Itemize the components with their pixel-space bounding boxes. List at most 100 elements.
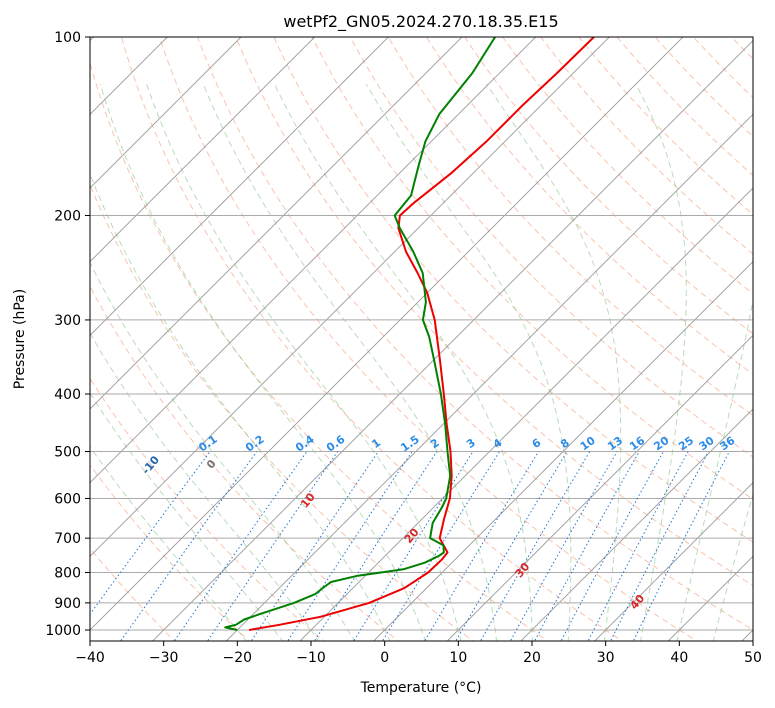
mixing-ratio-label: 25 xyxy=(676,434,696,453)
dry-adiabat-line xyxy=(540,37,753,255)
dry-adiabat-line xyxy=(120,37,624,641)
moist-adiabat-line xyxy=(273,83,533,641)
x-tick-label: −10 xyxy=(296,650,326,666)
isotherm-line xyxy=(90,37,242,189)
background-lines xyxy=(90,24,775,644)
x-tick-label: 50 xyxy=(744,650,762,666)
mixing-ratio-line xyxy=(313,451,438,641)
y-tick-label: 400 xyxy=(54,387,81,403)
dry-adiabat-line xyxy=(90,61,549,641)
x-tick-label: −30 xyxy=(149,650,179,666)
mixing-ratio-line xyxy=(560,451,664,641)
dry-adiabat-line xyxy=(425,37,753,375)
y-axis-label: Pressure (hPa) xyxy=(12,289,28,389)
mixing-ratio-line xyxy=(632,451,730,641)
dry-adiabat-line xyxy=(235,37,753,587)
dry-adiabat-label: -10 xyxy=(139,453,162,477)
x-tick-label: −40 xyxy=(75,650,105,666)
dry-adiabat-line xyxy=(90,464,251,641)
dry-adiabat-line xyxy=(692,37,753,99)
isotherm-line xyxy=(90,37,684,631)
isotherm-line xyxy=(446,334,753,641)
isotherm-line xyxy=(520,408,753,641)
x-tick-label: 30 xyxy=(597,650,615,666)
mixing-ratio-line xyxy=(250,451,379,641)
mixing-ratio-line xyxy=(587,451,689,641)
moist-adiabat-line xyxy=(676,297,753,641)
moist-adiabat-line xyxy=(90,332,320,641)
moist-adiabat-line xyxy=(90,445,247,641)
isotherm-line xyxy=(741,629,753,641)
x-tick-label: 40 xyxy=(670,650,688,666)
isotherm-line xyxy=(90,37,537,484)
isotherm-line xyxy=(90,37,389,336)
moist-adiabat-line xyxy=(90,392,284,641)
x-tick-label: −20 xyxy=(223,650,253,666)
mixing-ratio-line xyxy=(353,451,474,641)
isotherm-line xyxy=(225,113,753,641)
dry-adiabat-line xyxy=(197,37,753,631)
x-tick-label: 0 xyxy=(380,650,389,666)
moist-adiabat-line xyxy=(146,83,462,641)
dry-adiabat-line xyxy=(578,37,753,216)
mixing-ratio-label: 30 xyxy=(697,434,717,454)
dry-adiabat-line xyxy=(757,24,775,644)
moist-adiabat-line xyxy=(202,83,498,641)
y-tick-label: 300 xyxy=(54,313,81,329)
x-tick-label: 10 xyxy=(449,650,467,666)
dry-adiabat-label: 20 xyxy=(402,526,422,546)
isotherm-line xyxy=(90,37,610,557)
x-axis-ticks: −40 −30 −20 −10 0 10 20 30 40 50 xyxy=(75,641,762,666)
y-tick-label: 700 xyxy=(54,531,81,547)
moist-adiabat-line xyxy=(485,83,622,641)
mixing-ratio-label: 2 xyxy=(428,436,442,451)
dry-adiabat-line xyxy=(90,183,474,641)
dry-adiabat-line xyxy=(90,285,400,641)
moist-adiabat-line xyxy=(712,492,753,641)
mixing-ratio-line xyxy=(173,451,308,641)
mixing-ratio-line xyxy=(455,451,568,641)
dry-adiabat-label: 30 xyxy=(513,560,533,580)
dry-adiabat-line xyxy=(730,37,753,60)
dry-adiabat-line xyxy=(502,37,753,295)
mixing-ratio-label: 16 xyxy=(627,434,647,454)
y-axis-ticks: 100 200 300 400 500 600 700 800 900 1000 xyxy=(45,30,90,639)
mixing-ratio-line xyxy=(90,451,211,615)
isotherm-line xyxy=(299,187,753,641)
dry-adiabat-line xyxy=(464,37,753,335)
isopleth-labels: 0.1 0.2 0.4 0.6 1 1.5 2 3 4 6 8 10 13 16 20 25 30 36-10 01… xyxy=(139,433,737,613)
moist-adiabat-line xyxy=(365,83,572,641)
dry-adiabat-line xyxy=(654,37,753,138)
isotherm-line xyxy=(152,40,753,641)
moist-adiabat-line xyxy=(90,172,391,641)
mixing-ratio-line xyxy=(119,451,258,641)
isotherm-line xyxy=(667,555,753,641)
mixing-ratio-line xyxy=(533,451,640,641)
mixing-ratio-label: 6 xyxy=(530,436,544,451)
isotherm-line xyxy=(594,482,753,641)
dry-adiabat-line xyxy=(349,37,753,458)
isotherm-line xyxy=(373,261,753,641)
y-tick-label: 1000 xyxy=(45,623,81,639)
dry-adiabat-line xyxy=(311,37,753,500)
y-tick-label: 200 xyxy=(54,209,81,225)
y-tick-label: 600 xyxy=(54,491,81,507)
moist-adiabat-line xyxy=(635,83,687,641)
dry-adiabat-line xyxy=(90,377,325,641)
y-tick-label: 500 xyxy=(54,444,81,460)
mixing-ratio-label: 36 xyxy=(717,434,737,454)
x-axis-label: Temperature (°C) xyxy=(360,680,482,696)
plot-frame xyxy=(89,36,754,642)
mixing-ratio-line xyxy=(381,451,501,641)
dry-adiabat-line xyxy=(273,37,753,543)
y-tick-label: 900 xyxy=(54,596,81,612)
mixing-ratio-line xyxy=(424,451,539,641)
moist-adiabat-line xyxy=(99,83,426,641)
isotherm-line xyxy=(90,37,463,410)
chart-title: wetPf2_GN05.2024.270.18.35.E15 xyxy=(283,12,558,32)
isotherm-line xyxy=(90,37,316,263)
dry-adiabat-line xyxy=(387,37,753,416)
temperature-profile-line xyxy=(248,37,595,631)
mixing-ratio-line xyxy=(206,451,339,641)
